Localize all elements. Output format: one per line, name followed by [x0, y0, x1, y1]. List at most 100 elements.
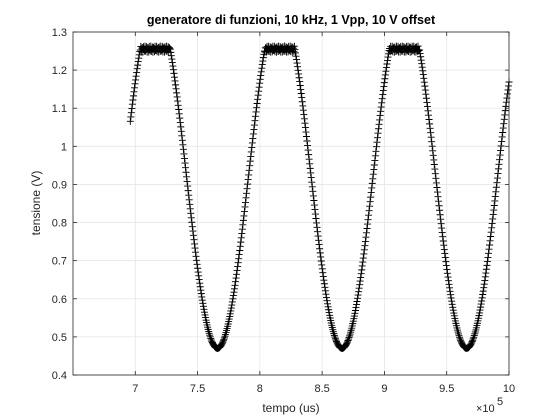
data-point	[384, 53, 392, 61]
data-point	[445, 280, 453, 288]
data-point	[320, 276, 328, 284]
data-point	[368, 179, 376, 187]
data-point	[172, 85, 180, 93]
data-point	[486, 241, 494, 249]
data-point	[290, 42, 298, 50]
data-point	[238, 230, 246, 238]
data-point	[476, 306, 484, 314]
data-point	[322, 290, 330, 298]
data-point	[207, 334, 215, 342]
x-axis-label: tempo (us)	[262, 401, 319, 415]
data-point	[314, 228, 322, 236]
data-point	[319, 272, 327, 280]
data-point	[198, 293, 206, 301]
data-point	[432, 174, 440, 182]
data-point	[448, 297, 456, 305]
data-point	[176, 118, 184, 126]
data-point	[193, 256, 201, 264]
data-point	[239, 221, 247, 229]
data-point	[310, 201, 318, 209]
data-point	[291, 49, 299, 57]
data-point	[311, 210, 319, 218]
data-point	[355, 288, 363, 296]
data-point	[375, 125, 383, 133]
data-point	[132, 76, 140, 84]
data-point	[438, 224, 446, 232]
data-point	[169, 66, 177, 74]
data-point	[351, 307, 359, 315]
data-point	[371, 156, 379, 164]
data-point	[345, 335, 353, 343]
data-point	[447, 291, 455, 299]
data-point	[491, 197, 499, 205]
data-point	[230, 288, 238, 296]
data-point	[365, 211, 373, 219]
data-point	[254, 91, 262, 99]
data-point	[489, 211, 497, 219]
data-point	[420, 78, 428, 86]
data-point	[456, 333, 464, 341]
data-point	[317, 253, 325, 261]
data-point	[134, 61, 142, 69]
data-point	[476, 309, 484, 317]
data-point	[190, 236, 198, 244]
data-point	[416, 49, 424, 57]
data-point	[381, 75, 389, 83]
data-point	[417, 56, 425, 64]
data-point	[417, 53, 425, 61]
data-point	[299, 106, 307, 114]
data-point	[258, 64, 266, 72]
data-point	[352, 301, 360, 309]
data-point	[419, 67, 427, 75]
data-point	[228, 298, 236, 306]
data-point	[193, 260, 201, 268]
data-point	[439, 237, 447, 245]
data-point	[127, 113, 135, 121]
data-point	[236, 242, 244, 250]
data-point	[319, 269, 327, 277]
data-point	[245, 166, 253, 174]
data-point	[196, 279, 204, 287]
data-point	[346, 332, 354, 340]
data-point	[359, 254, 367, 262]
ticks: 7 7.5 8 8.5 9 9.5 10 0.4 0.5 0.6 0.7 0.8 0.9 1 1.1 1.2 1…	[52, 27, 515, 395]
data-point	[325, 306, 333, 314]
data-point	[185, 196, 193, 204]
data-point	[294, 63, 302, 71]
data-point	[197, 290, 205, 298]
data-point	[227, 304, 235, 312]
data-point	[312, 219, 320, 227]
data-point	[183, 173, 191, 181]
data-point	[306, 164, 314, 172]
data-point	[231, 278, 239, 286]
data-point	[233, 270, 241, 278]
data-point	[238, 225, 246, 233]
data-point	[166, 44, 174, 52]
data-point	[301, 124, 309, 132]
data-point	[235, 255, 243, 263]
data-point	[492, 183, 500, 191]
data-point	[172, 81, 180, 89]
data-point	[446, 284, 454, 292]
data-point	[305, 155, 313, 163]
data-point	[184, 182, 192, 190]
data-point	[449, 303, 457, 311]
data-point	[435, 202, 443, 210]
data-point	[369, 170, 377, 178]
data-point	[194, 264, 202, 272]
data-point	[429, 147, 437, 155]
data-point	[483, 261, 491, 269]
data-point	[371, 152, 379, 160]
data-point	[497, 142, 505, 150]
data-point	[502, 102, 510, 110]
data-point	[369, 175, 377, 183]
data-point	[177, 127, 185, 135]
data-point	[494, 165, 502, 173]
data-point	[330, 331, 338, 339]
data-point	[479, 291, 487, 299]
data-point	[431, 165, 439, 173]
data-point	[364, 216, 372, 224]
data-point	[254, 95, 262, 103]
data-point	[499, 128, 507, 136]
data-point	[183, 177, 191, 185]
